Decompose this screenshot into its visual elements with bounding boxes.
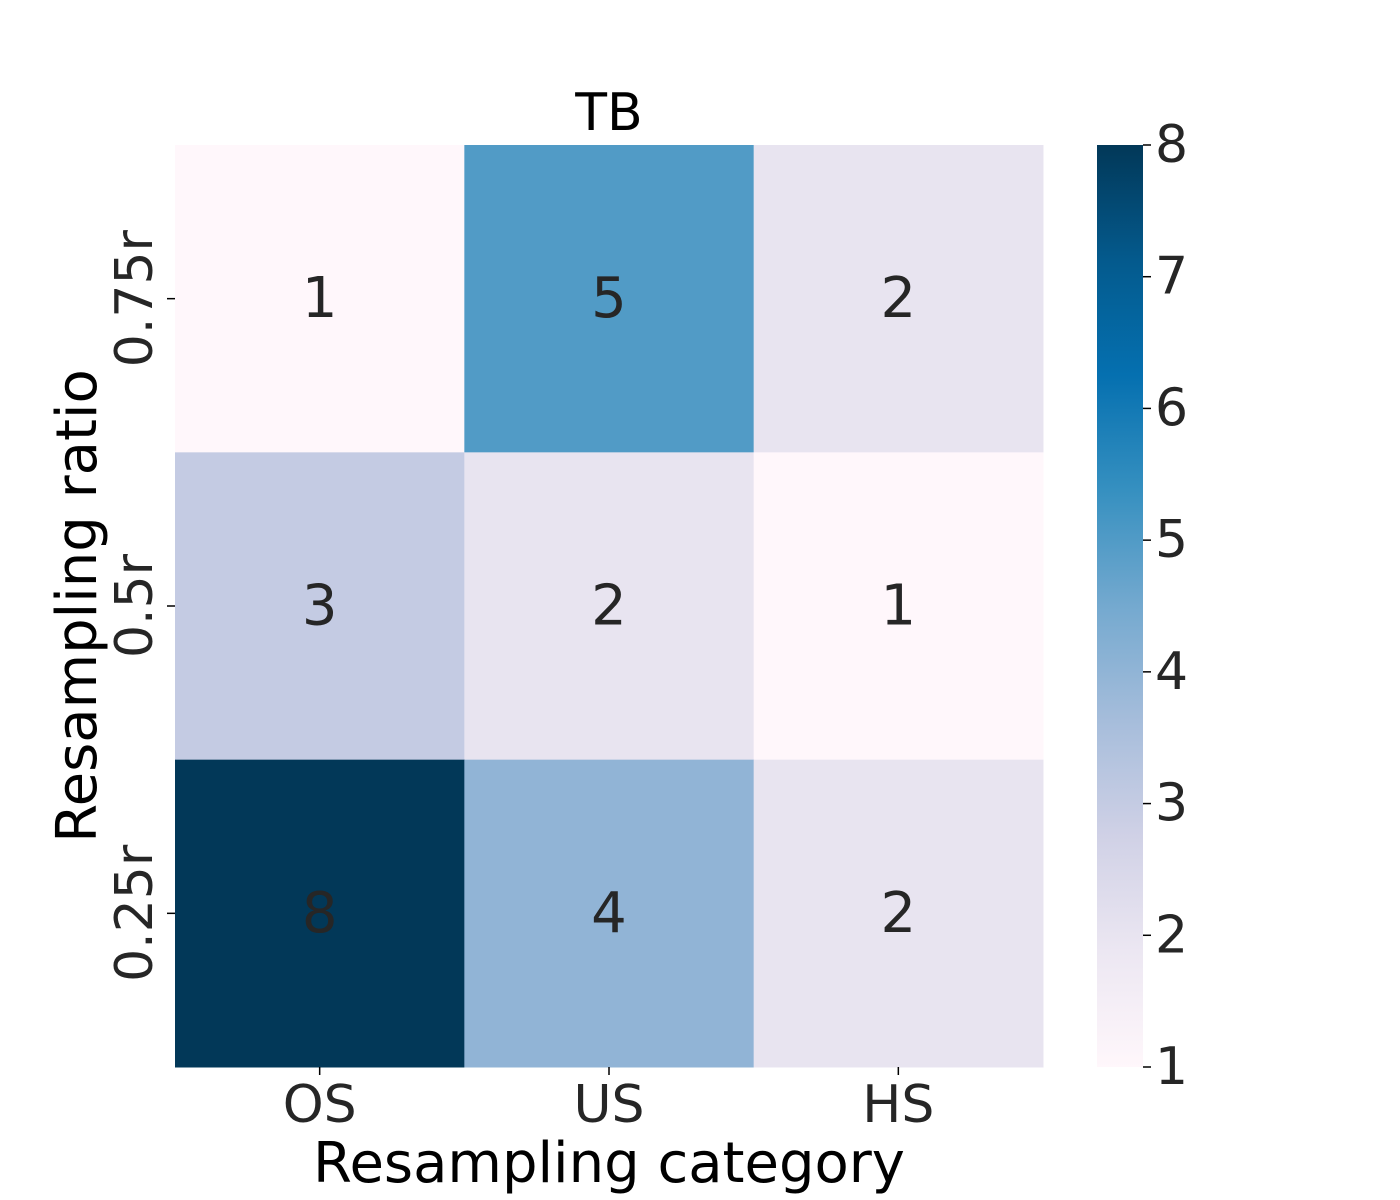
colorbar xyxy=(1097,145,1143,1067)
chart-title: TB xyxy=(574,83,642,143)
cell-value-label: 3 xyxy=(302,574,338,639)
heatmap-cell xyxy=(753,452,1044,761)
y-tick-label: 0.25r xyxy=(105,844,165,982)
heatmap-cell xyxy=(464,452,755,761)
colorbar-tick-label: 7 xyxy=(1155,247,1188,307)
heatmap-cell xyxy=(753,759,1044,1068)
heatmap-cells xyxy=(175,145,1044,1068)
y-axis: 0.75r 0.5r 0.25r xyxy=(105,229,175,982)
heatmap-cell xyxy=(464,759,755,1068)
y-axis-label: Resampling ratio xyxy=(45,369,110,843)
cell-value-label: 1 xyxy=(302,266,338,331)
x-axis: OS US HS xyxy=(283,1067,934,1135)
cell-value-label: 1 xyxy=(881,574,917,639)
x-axis-label: Resampling category xyxy=(313,1131,905,1196)
y-tick-label: 0.75r xyxy=(105,229,165,367)
heatmap-cell xyxy=(175,145,465,453)
x-tick-label: US xyxy=(573,1075,644,1135)
cell-value-label: 5 xyxy=(591,266,627,331)
colorbar-tick-label: 6 xyxy=(1155,378,1188,438)
colorbar-tick-label: 3 xyxy=(1155,774,1188,834)
cell-value-label: 4 xyxy=(591,881,627,946)
heatmap-cell xyxy=(753,145,1044,453)
colorbar-tick-label: 8 xyxy=(1155,115,1188,175)
colorbar-ticks: 1 2 3 4 5 6 7 8 xyxy=(1143,115,1188,1097)
heatmap-cell xyxy=(464,145,755,453)
cell-value-label: 8 xyxy=(302,881,338,946)
colorbar-tick-label: 5 xyxy=(1155,510,1188,570)
cell-value-label: 2 xyxy=(881,881,917,946)
heatmap-cell xyxy=(175,759,465,1068)
colorbar-tick-label: 1 xyxy=(1155,1037,1188,1097)
heatmap-cell xyxy=(175,452,465,761)
colorbar-tick-label: 4 xyxy=(1155,642,1188,702)
colorbar-tick-label: 2 xyxy=(1155,905,1188,965)
x-tick-label: HS xyxy=(862,1075,934,1135)
y-tick-label: 0.5r xyxy=(105,553,165,658)
x-tick-label: OS xyxy=(283,1075,357,1135)
cell-value-label: 2 xyxy=(591,574,627,639)
cell-value-label: 2 xyxy=(881,266,917,331)
heatmap-cell-labels: 1 5 2 3 2 1 8 4 2 xyxy=(302,266,916,946)
